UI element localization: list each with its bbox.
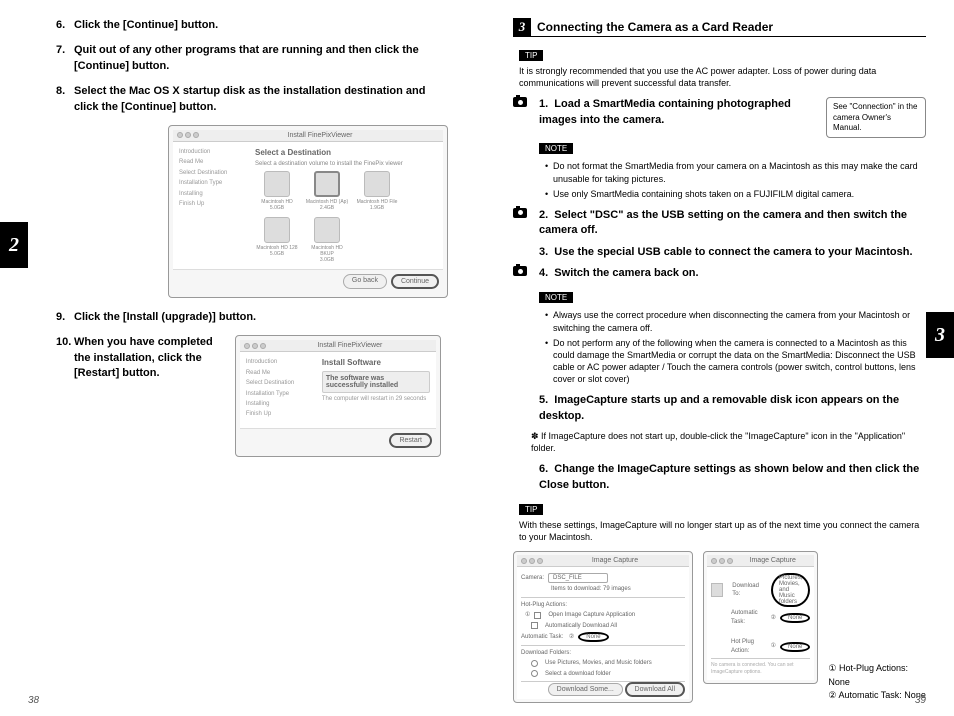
success-message: The software was successfully installed [322, 371, 430, 393]
drive-list: Macintosh HD5.0GB Macintosh HD (Ap)2.4GB… [255, 171, 437, 263]
imagecapture-screenshot-right: Image Capture Download To: Pictures, Mov… [703, 551, 818, 684]
install-steps: 6.Click the [Continue] button. 7.Quit ou… [56, 18, 441, 115]
tip-text: With these settings, ImageCapture will n… [519, 519, 926, 543]
step-text: Load a SmartMedia containing photographe… [539, 98, 791, 125]
step-number: 6. [56, 18, 74, 33]
step-text: Switch the camera back on. [554, 267, 698, 279]
step-text: When you have completed the installation… [74, 335, 215, 381]
page-left: 2 6.Click the [Continue] button. 7.Quit … [0, 0, 477, 716]
installer-success-screenshot: Install FinePixViewer Introduction Read … [235, 335, 441, 457]
note-list: Do not format the SmartMedia from your c… [545, 160, 926, 199]
note-badge: NOTE [539, 292, 573, 303]
note-list: Always use the correct procedure when di… [545, 309, 926, 385]
camera-dropdown[interactable]: DSC_FILE [548, 573, 608, 583]
installer-sidebar: Introduction Read Me Select Destination … [179, 148, 249, 263]
screenshot-legend: ① Hot-Plug Actions: None ② Automatic Tas… [828, 662, 926, 703]
reference-box: See "Connection" in the camera Owner's M… [826, 97, 926, 138]
step-number: 10. [56, 335, 74, 381]
camera-icon [513, 266, 527, 276]
install-steps-cont: 9.Click the [Install (upgrade)] button. [56, 310, 441, 325]
step-text: Change the ImageCapture settings as show… [539, 463, 919, 490]
section-header: 3 Connecting the Camera as a Card Reader [513, 18, 926, 37]
step-number: 7. [56, 43, 74, 74]
step-text: Use the special USB cable to connect the… [554, 246, 912, 258]
step-text: Quit out of any other programs that are … [74, 43, 441, 74]
page-number: 39 [915, 695, 926, 706]
camera-icon [513, 97, 527, 107]
continue-button[interactable]: Continue [391, 274, 439, 289]
step-number: 9. [56, 310, 74, 325]
automatic-task-dropdown[interactable]: None [578, 632, 608, 642]
section-number: 3 [513, 18, 531, 36]
note-badge: NOTE [539, 143, 573, 154]
hotplug-dropdown[interactable]: None [780, 642, 810, 652]
section-tab-left: 2 [0, 222, 28, 268]
step-text: ImageCapture starts up and a removable d… [539, 394, 899, 421]
step-number: 8. [56, 84, 74, 115]
page-right: 3 3 Connecting the Camera as a Card Read… [477, 0, 954, 716]
tip-text: It is strongly recommended that you use … [519, 65, 926, 89]
step-text: Select the Mac OS X startup disk as the … [74, 84, 441, 115]
automatic-task-dropdown[interactable]: None [780, 613, 810, 623]
download-all-button[interactable]: Download All [625, 682, 685, 697]
step-text: Click the [Install (upgrade)] button. [74, 310, 441, 325]
imagecapture-screenshot-left: Image Capture Camera:DSC_FILE Items to d… [513, 551, 693, 703]
tip-badge: TIP [519, 50, 543, 61]
section-tab-right: 3 [926, 312, 954, 358]
step-text: Select "DSC" as the USB setting on the c… [539, 209, 907, 236]
go-back-button[interactable]: Go back [343, 274, 387, 289]
download-to-dropdown[interactable]: Pictures, Movies, and Music folders [771, 573, 810, 607]
download-some-button[interactable]: Download Some... [548, 683, 623, 696]
pane-header: Select a Destination [255, 148, 437, 157]
step-text: Click the [Continue] button. [74, 18, 441, 33]
window-title: Install FinePixViewer [201, 132, 439, 139]
restart-button[interactable]: Restart [389, 433, 432, 448]
footnote: ✽ If ImageCapture does not start up, dou… [531, 430, 926, 454]
camera-icon [513, 208, 527, 218]
tip-badge: TIP [519, 504, 543, 515]
page-number: 38 [28, 695, 39, 706]
section-title: Connecting the Camera as a Card Reader [537, 20, 773, 34]
installer-destination-screenshot: Install FinePixViewer Introduction Read … [168, 125, 448, 298]
window-title: Install FinePixViewer [268, 342, 432, 349]
pane-header: Install Software [322, 358, 430, 367]
